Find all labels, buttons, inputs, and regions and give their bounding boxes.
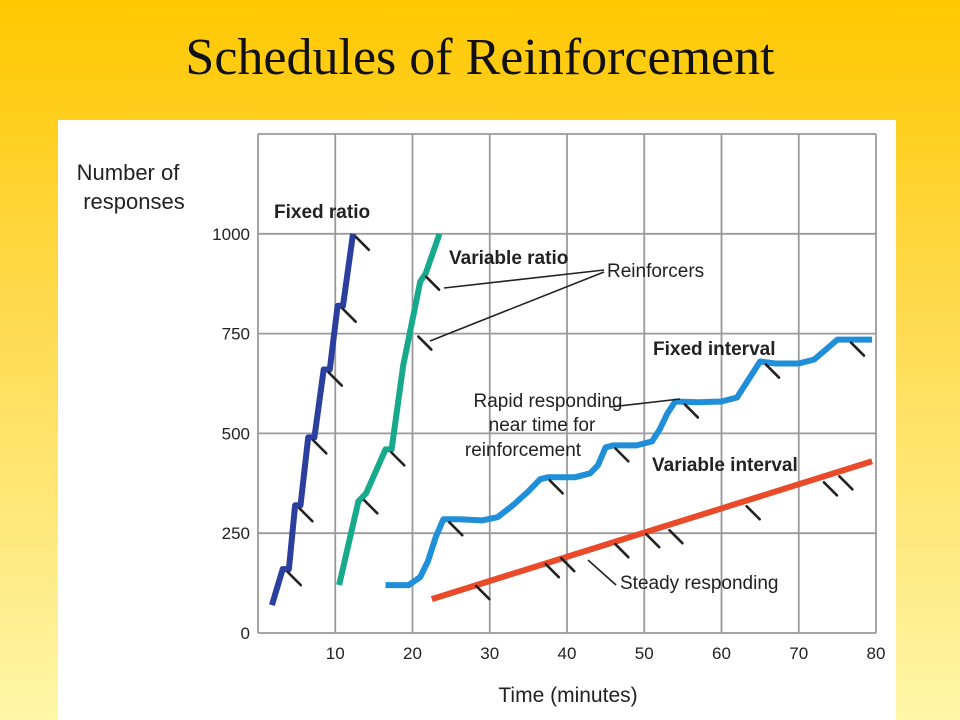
reinforcer-mark	[417, 335, 433, 351]
reinforcer-mark	[745, 504, 761, 521]
x-tick-label: 80	[867, 644, 886, 663]
reinforcer-mark	[764, 363, 781, 379]
y-axis-label-line2: responses	[83, 189, 185, 214]
y-tick-label: 500	[222, 424, 250, 443]
reinforcer-mark	[683, 403, 700, 419]
y-tick-label: 250	[222, 524, 250, 543]
reinforcer-mark	[312, 439, 328, 455]
axis-ticks: 10 20 30 40 50 60 70 80 0 250 500 750 1000	[212, 225, 885, 663]
x-tick-label: 10	[326, 644, 345, 663]
reinforcers-label: Reinforcers	[607, 261, 704, 282]
reinforcer-mark	[822, 481, 839, 497]
reinforcer-mark	[327, 371, 344, 387]
x-tick-label: 50	[635, 644, 654, 663]
series-label-variable-interval: Variable interval	[652, 455, 798, 476]
reinforcer-mark	[341, 307, 357, 323]
fi-note-line2: near time for	[489, 415, 596, 436]
reinforcer-mark	[286, 570, 303, 587]
series-layer	[269, 232, 873, 606]
reinforcer-mark	[559, 556, 576, 573]
x-axis-label: Time (minutes)	[498, 684, 637, 707]
slide-title: Schedules of Reinforcement	[185, 29, 775, 86]
y-axis-label-line1: Number of	[77, 160, 181, 185]
x-tick-label: 20	[403, 644, 422, 663]
fi-note-pointer	[609, 398, 681, 408]
reinforcer-mark	[838, 475, 854, 491]
chart-panel: 10 20 30 40 50 60 70 80 0 250 500 750 1000 Number of…	[58, 120, 896, 720]
reinforcer-mark	[614, 447, 630, 463]
series-line-1	[336, 232, 443, 586]
reinforcer-mark	[668, 528, 684, 545]
reinforcer-mark	[298, 506, 314, 523]
grid	[257, 133, 877, 634]
x-tick-label: 40	[558, 644, 577, 663]
series-label-fixed-interval: Fixed interval	[653, 339, 776, 360]
series-line-3	[430, 458, 873, 602]
y-tick-label: 750	[222, 325, 250, 344]
y-tick-label: 0	[241, 624, 250, 643]
reinforcer-markers	[286, 235, 866, 601]
series-line-2	[385, 336, 873, 589]
fi-note-line3: reinforcement	[465, 440, 582, 461]
reinforcer-mark	[354, 235, 371, 252]
x-tick-label: 60	[712, 644, 731, 663]
vi-note: Steady responding	[620, 573, 778, 594]
x-tick-label: 70	[789, 644, 808, 663]
reinforcer-mark	[544, 562, 561, 579]
x-tick-label: 30	[480, 644, 499, 663]
reinforcement-chart: 10 20 30 40 50 60 70 80 0 250 500 750 1000 Number of…	[77, 133, 885, 707]
y-tick-label: 1000	[212, 225, 250, 244]
reinforcer-mark	[424, 275, 441, 292]
reinforcers-pointer-2	[429, 271, 605, 342]
reinforcer-mark	[849, 341, 866, 357]
reinforcer-mark	[644, 532, 661, 549]
reinforcer-mark	[548, 479, 564, 495]
reinforcers-pointer-1	[443, 269, 605, 289]
reinforcer-mark	[362, 498, 379, 515]
vi-note-pointer	[587, 559, 617, 586]
series-label-variable-ratio: Variable ratio	[449, 248, 568, 269]
reinforcer-mark	[474, 584, 491, 601]
fi-note-line1: Rapid responding	[474, 391, 623, 412]
reinforcer-mark	[447, 520, 464, 537]
reinforcer-mark	[390, 451, 406, 467]
series-line-0	[269, 233, 356, 606]
reinforcer-mark	[614, 542, 630, 559]
series-label-fixed-ratio: Fixed ratio	[274, 202, 370, 223]
